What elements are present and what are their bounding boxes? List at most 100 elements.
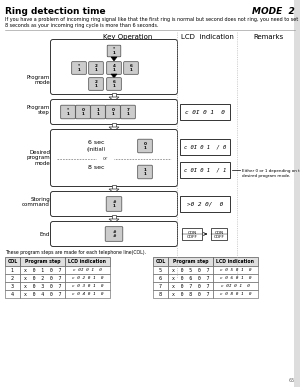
Text: If you have a problem of incoming ring signal like that the first ring is normal: If you have a problem of incoming ring s… — [5, 17, 300, 28]
Text: c 0 3 0 1  0: c 0 3 0 1 0 — [72, 284, 103, 288]
Text: 7: 7 — [159, 284, 162, 288]
FancyBboxPatch shape — [76, 105, 90, 119]
Text: COL: COL — [155, 259, 166, 264]
Text: *
1: * 1 — [67, 108, 69, 116]
Text: c 0I 0 1  / 0: c 0I 0 1 / 0 — [184, 144, 226, 149]
Text: c 0I 0 1  / 1: c 0I 0 1 / 1 — [184, 168, 226, 173]
Text: 1: 1 — [11, 267, 14, 272]
Bar — [180, 196, 230, 212]
Polygon shape — [111, 57, 117, 61]
Bar — [294, 0, 300, 387]
Text: Ring detection time: Ring detection time — [5, 7, 106, 16]
FancyBboxPatch shape — [107, 78, 121, 90]
Text: *
1: * 1 — [112, 47, 116, 55]
Bar — [20, 290, 65, 298]
FancyBboxPatch shape — [50, 130, 178, 187]
Text: Remarks: Remarks — [253, 34, 283, 40]
Text: 7
1: 7 1 — [127, 108, 129, 116]
Bar — [112, 185, 116, 189]
FancyBboxPatch shape — [124, 62, 138, 74]
Text: >0 2 0/  0: >0 2 0/ 0 — [187, 202, 223, 207]
Text: 1
1: 1 1 — [97, 108, 99, 116]
Text: COFF: COFF — [187, 235, 197, 239]
Text: COL: COL — [8, 259, 18, 264]
Text: 2
1: 2 1 — [94, 64, 98, 72]
Bar — [5, 290, 20, 298]
Text: 3: 3 — [11, 284, 14, 288]
Text: x  0  7  0  7: x 0 7 0 7 — [172, 284, 209, 288]
Bar — [213, 257, 258, 266]
Bar — [213, 266, 258, 274]
Bar — [213, 274, 258, 282]
Text: x  0  6  0  7: x 0 6 0 7 — [172, 276, 209, 281]
Text: 0
1: 0 1 — [143, 142, 146, 150]
FancyBboxPatch shape — [121, 105, 135, 119]
Polygon shape — [109, 97, 119, 101]
Bar — [211, 228, 227, 240]
Bar — [213, 290, 258, 298]
Bar — [180, 139, 230, 155]
Bar — [180, 104, 230, 120]
Text: 6: 6 — [159, 276, 162, 281]
Bar — [168, 266, 213, 274]
Bar — [168, 282, 213, 290]
Bar — [168, 274, 213, 282]
FancyBboxPatch shape — [50, 39, 178, 94]
Text: 0
1: 0 1 — [82, 108, 85, 116]
Bar — [20, 257, 65, 266]
Bar — [5, 274, 20, 282]
Bar — [112, 123, 116, 127]
Text: 4: 4 — [11, 291, 14, 296]
Bar — [153, 274, 168, 282]
Text: #
1: # 1 — [112, 200, 116, 208]
Bar — [153, 266, 168, 274]
FancyBboxPatch shape — [72, 62, 86, 74]
Bar — [5, 257, 20, 266]
FancyBboxPatch shape — [107, 62, 121, 74]
Text: 6
1: 6 1 — [130, 64, 132, 72]
Text: (Initial): (Initial) — [86, 147, 106, 152]
Text: Desired
program
mode: Desired program mode — [26, 150, 50, 166]
Polygon shape — [111, 74, 117, 78]
Polygon shape — [109, 127, 119, 131]
Text: 5: 5 — [159, 267, 162, 272]
FancyBboxPatch shape — [89, 78, 103, 90]
Bar — [168, 290, 213, 298]
Polygon shape — [109, 219, 119, 223]
Text: c 0 2 0 1  0: c 0 2 0 1 0 — [72, 276, 103, 280]
Bar — [20, 274, 65, 282]
Bar — [20, 282, 65, 290]
Bar — [153, 290, 168, 298]
Bar — [112, 215, 116, 219]
Text: CON: CON — [214, 231, 224, 235]
Bar — [5, 282, 20, 290]
Bar — [153, 257, 168, 266]
Text: c 0I 0 1  0: c 0I 0 1 0 — [221, 284, 250, 288]
Text: Key Operation: Key Operation — [103, 34, 153, 40]
FancyBboxPatch shape — [105, 227, 123, 241]
Text: *
1: * 1 — [78, 64, 80, 72]
Bar — [168, 257, 213, 266]
Text: x  0  1  0  7: x 0 1 0 7 — [24, 267, 61, 272]
Text: 8 sec: 8 sec — [88, 165, 104, 170]
Text: c 0 4 0 1  0: c 0 4 0 1 0 — [72, 292, 103, 296]
FancyBboxPatch shape — [50, 221, 178, 247]
FancyBboxPatch shape — [138, 139, 152, 153]
Text: Program step: Program step — [25, 259, 60, 264]
Bar — [65, 266, 110, 274]
Text: 8: 8 — [159, 291, 162, 296]
Bar — [213, 282, 258, 290]
Text: LCD  indication: LCD indication — [181, 34, 233, 40]
Text: c 0 8 0 1  0: c 0 8 0 1 0 — [220, 292, 251, 296]
FancyBboxPatch shape — [138, 165, 152, 179]
FancyBboxPatch shape — [91, 105, 105, 119]
Text: c 0 5 0 1  0: c 0 5 0 1 0 — [220, 268, 251, 272]
FancyBboxPatch shape — [50, 99, 178, 125]
Bar — [180, 162, 230, 178]
Text: x  0  2  0  7: x 0 2 0 7 — [24, 276, 61, 281]
Text: 65: 65 — [289, 378, 295, 383]
Text: or: or — [102, 156, 108, 161]
Text: LCD indication: LCD indication — [217, 259, 254, 264]
Bar — [65, 282, 110, 290]
Text: Program
mode: Program mode — [27, 75, 50, 86]
